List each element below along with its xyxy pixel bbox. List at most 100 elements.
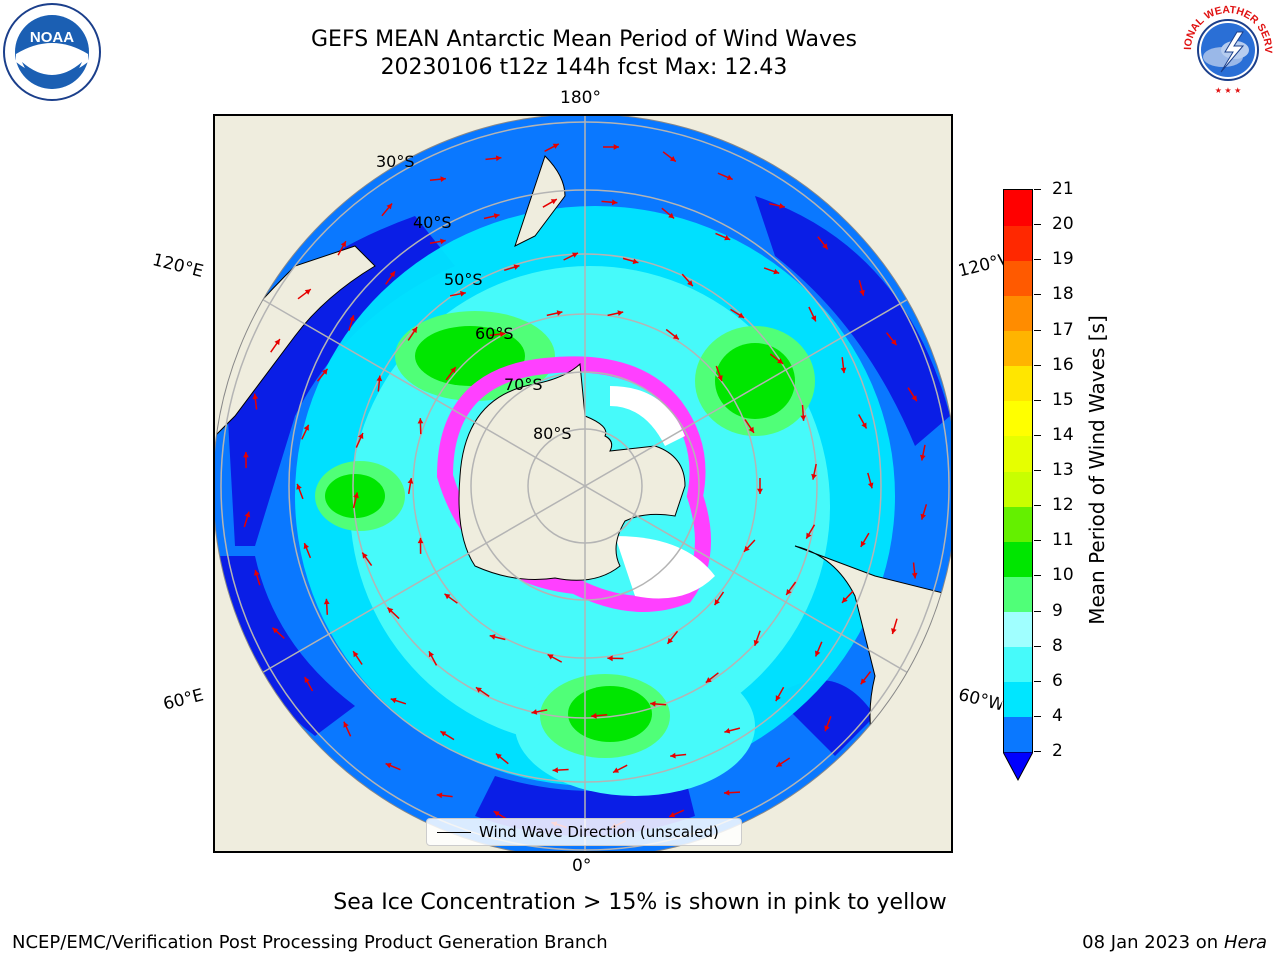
colorbar-tick-label: 14 — [1052, 424, 1074, 445]
wind-arrow-head — [417, 418, 424, 424]
colorbar-segment — [1004, 506, 1032, 542]
wind-arrow-head — [591, 712, 597, 719]
wind-arrow-head — [611, 199, 618, 206]
wind-arrow-head — [861, 422, 867, 429]
wind-arrow-head — [386, 203, 393, 210]
wind-arrow-head — [389, 271, 395, 278]
wind-arrow-head — [272, 627, 279, 634]
colorbar-tick — [1034, 364, 1041, 366]
wind-arrow-head — [668, 212, 675, 219]
footer-date: 08 Jan 2023 on Hera — [1082, 932, 1267, 953]
wind-arrow-head — [920, 454, 926, 461]
map-legend: Wind Wave Direction (unscaled) — [426, 818, 742, 846]
colorbar-tick — [1034, 470, 1041, 471]
colorbar-segment — [1004, 400, 1032, 437]
wind-arrow-head — [531, 709, 538, 715]
wind-arrow-head — [776, 761, 783, 767]
wind-arrow-head — [891, 628, 897, 634]
colorbar-tick-label: 19 — [1052, 249, 1074, 270]
wind-arrow-head — [428, 651, 434, 658]
wind-arrow-head — [773, 268, 780, 275]
colorbar-segment — [1004, 541, 1032, 577]
wind-arrow-head — [572, 252, 578, 258]
chart-title: GEFS MEAN Antarctic Mean Period of Wind … — [311, 27, 857, 52]
footer-credit: NCEP/EMC/Verification Post Processing Pr… — [12, 932, 608, 953]
wind-arrow-head — [495, 155, 502, 162]
wind-arrow-head — [387, 607, 394, 614]
wind-arrow-head — [669, 811, 676, 818]
colorbar-segment — [1004, 330, 1032, 367]
lat-label-40s: 40°S — [413, 213, 452, 232]
colorbar-tick — [1034, 680, 1041, 682]
graticule — [215, 116, 951, 851]
wind-arrow-head — [911, 395, 917, 402]
wind-arrow-head — [840, 367, 847, 374]
colorbar-tick-label: 11 — [1052, 530, 1074, 551]
wind-arrow-head — [358, 433, 364, 439]
colorbar-segment — [1004, 716, 1032, 753]
legend-label: Wind Wave Direction (unscaled) — [479, 823, 719, 841]
wind-arrow-head — [274, 339, 280, 346]
wind-arrow-head — [867, 482, 874, 489]
wind-arrow-head — [744, 545, 750, 552]
sea-ice-note: Sea Ice Concentration > 15% is shown in … — [333, 890, 947, 915]
polar-map — [215, 116, 951, 851]
wind-arrow-head — [650, 701, 656, 707]
colorbar-tick-label: 15 — [1052, 389, 1074, 410]
lat-label-80s: 80°S — [533, 424, 572, 443]
wind-arrow-head — [860, 540, 866, 547]
wind-arrow-head — [613, 767, 619, 773]
colorbar-segment — [1004, 471, 1032, 507]
colorbar-segment — [1004, 576, 1032, 612]
wind-arrow-head — [252, 393, 259, 400]
wind-arrow-head — [724, 235, 731, 241]
wind-arrow-head — [748, 426, 754, 433]
lon-label-60e: 60°E — [161, 685, 206, 715]
footer-date-text: 08 Jan 2023 on — [1082, 932, 1224, 953]
wind-arrow-head — [842, 597, 848, 603]
colorbar-tick — [1034, 259, 1041, 261]
colorbar-tick-label: 21 — [1052, 179, 1074, 199]
legend-line-swatch — [437, 832, 471, 833]
wind-arrow-head — [705, 677, 712, 683]
colorbar-tick — [1034, 189, 1041, 190]
colorbar-tick — [1034, 540, 1041, 542]
wind-arrow-head — [243, 452, 249, 458]
wind-arrow-head — [607, 655, 613, 662]
wind-arrow-head — [891, 339, 897, 346]
sea-ice-band — [436, 356, 711, 612]
colorbar-segment — [1004, 611, 1032, 648]
wind-arrow-head — [440, 238, 446, 245]
colorbar-tick — [1034, 329, 1041, 331]
wind-arrow-head — [806, 532, 812, 539]
colorbar-tick-label: 13 — [1052, 460, 1074, 480]
wind-arrow-head — [911, 572, 918, 579]
wind-arrow-head — [724, 789, 730, 796]
wind-arrow-head — [460, 290, 466, 297]
wind-arrow-head — [547, 654, 554, 660]
svg-text:★ ★ ★: ★ ★ ★ — [1215, 86, 1242, 95]
wind-arrow-head — [385, 762, 392, 769]
footer-machine: Hera — [1223, 932, 1267, 953]
wind-arrow-head — [757, 488, 763, 494]
wind-arrow-head — [779, 203, 785, 209]
colorbar-tick-label: 4 — [1052, 705, 1063, 726]
wind-arrow-head — [362, 552, 368, 559]
wind-arrow-head — [860, 678, 867, 685]
wind-arrow-head — [489, 634, 496, 640]
chart-subtitle: 20230106 t12z 144h fcst Max: 12.43 — [380, 55, 788, 80]
lat-label-70s: 70°S — [504, 375, 543, 394]
wind-arrow-head — [450, 367, 456, 373]
wind-arrow-head — [322, 368, 328, 375]
colorbar-tick — [1034, 294, 1041, 296]
wind-arrow-head — [824, 725, 830, 732]
wind-arrow-head — [411, 327, 418, 334]
colorbar-tick-label: 16 — [1052, 354, 1074, 375]
lon-label-120e: 120°E — [150, 250, 206, 282]
wind-arrow-head — [353, 492, 359, 499]
wind-arrow-head — [669, 156, 676, 162]
lon-label-120w: 120°W — [956, 250, 1008, 282]
wind-arrow-head — [550, 199, 557, 205]
wind-arrow-head — [440, 176, 446, 182]
wind-arrow-head — [390, 697, 397, 704]
